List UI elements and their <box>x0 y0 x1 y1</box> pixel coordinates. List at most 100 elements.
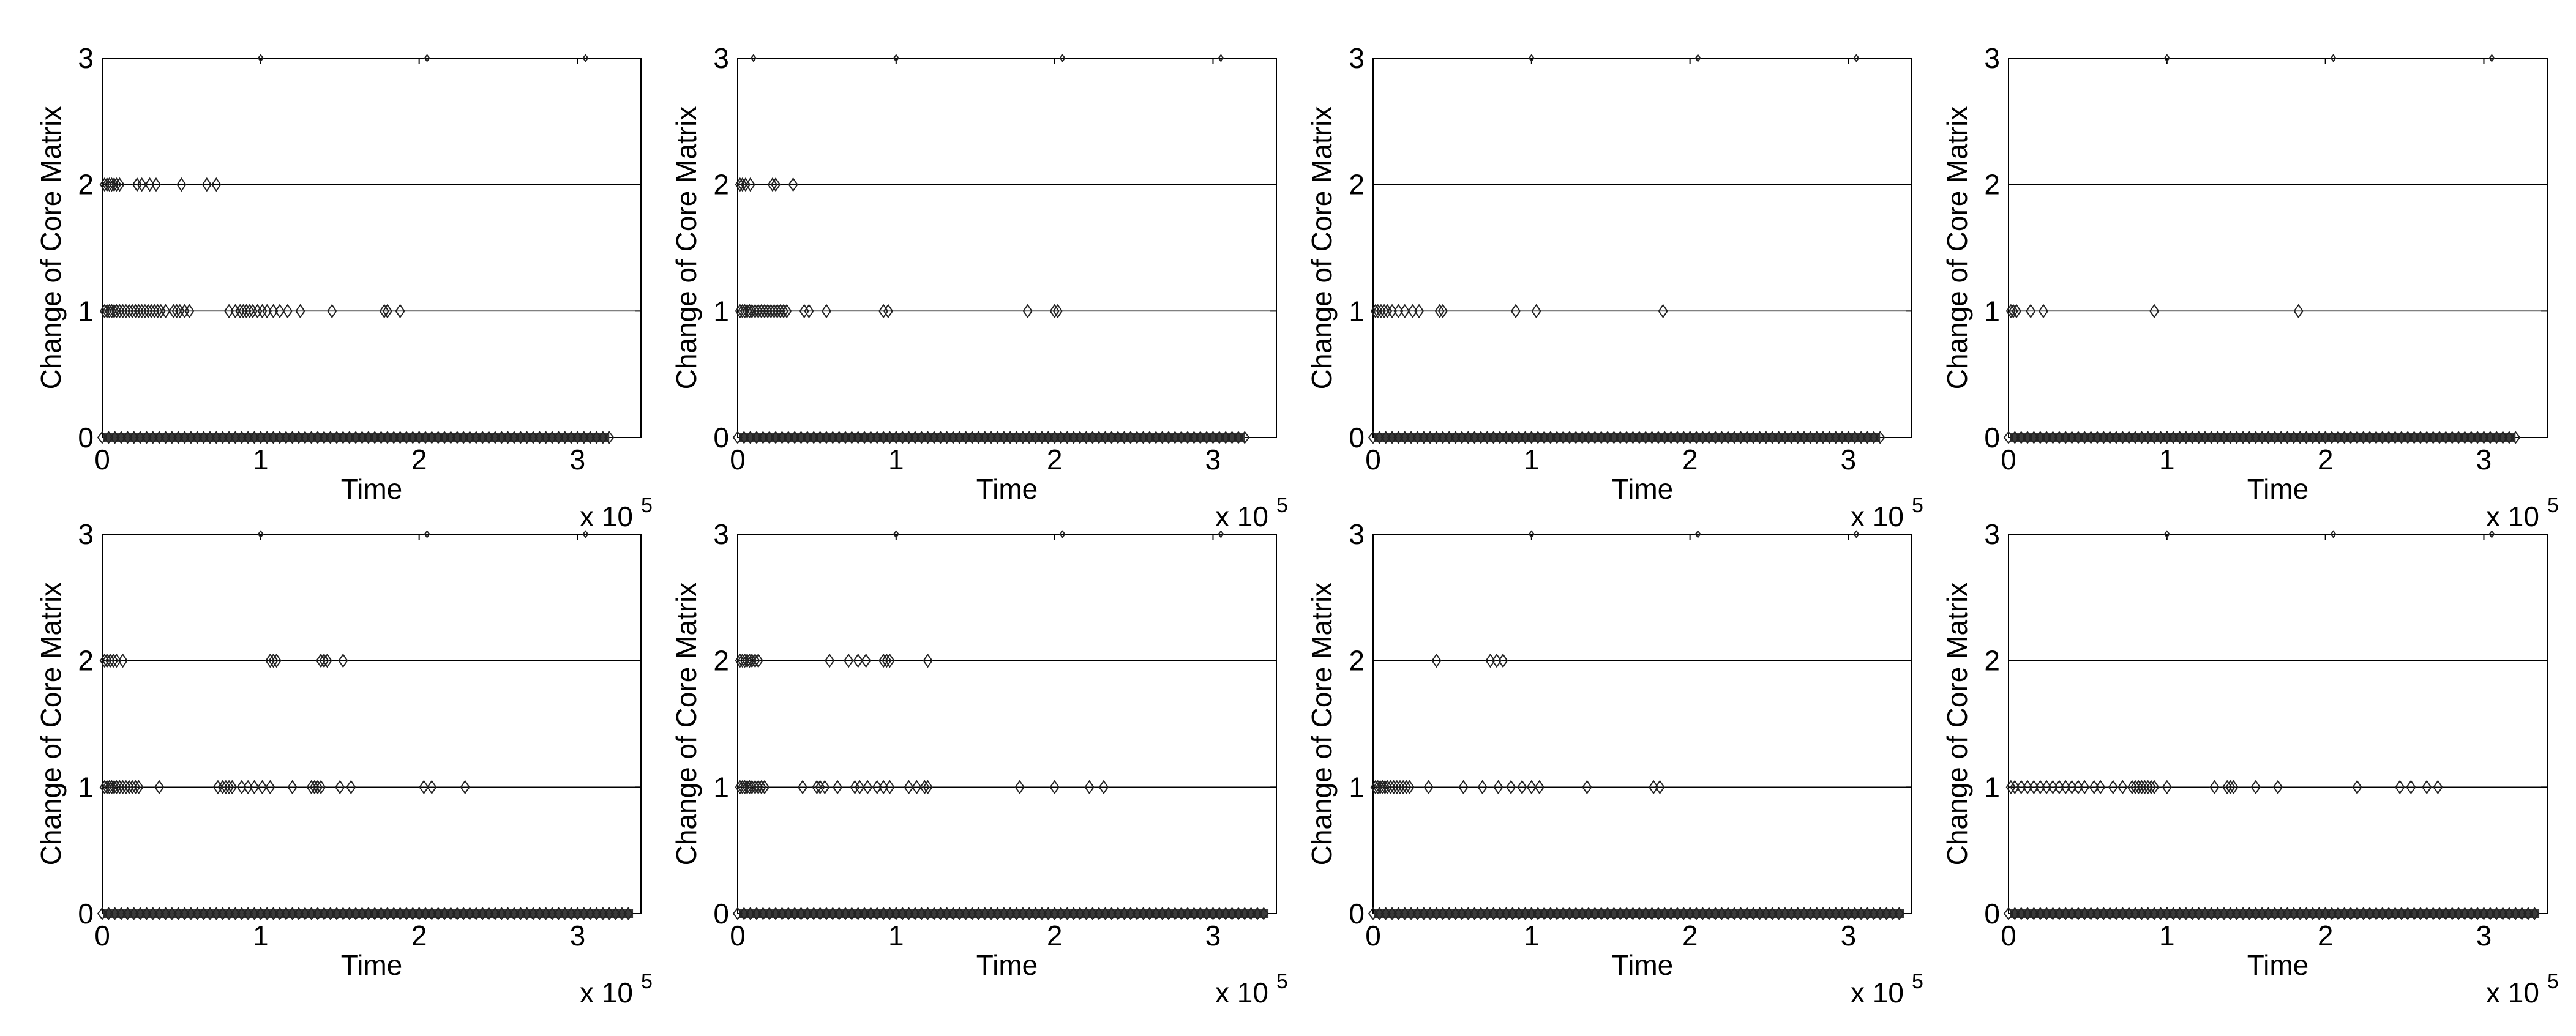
data-point <box>1370 780 1381 795</box>
x-tick-label: 0 <box>730 920 746 952</box>
data-point <box>623 907 634 920</box>
data-point <box>395 304 405 319</box>
y-axis-label: Change of Core Matrix <box>1941 106 1973 390</box>
x-multiplier-exponent: 5 <box>1276 494 1288 517</box>
series-zero-band <box>1368 907 1904 920</box>
series-level-3 <box>750 54 1224 62</box>
plot-area <box>737 58 1277 438</box>
data-point <box>2005 780 2016 795</box>
x-tick-label: 1 <box>253 444 269 475</box>
data-point <box>832 780 843 795</box>
series-level-1 <box>1370 780 1665 795</box>
data-point <box>861 653 871 668</box>
data-point <box>923 653 933 668</box>
data-point <box>271 653 282 668</box>
x-axis-label: Time <box>2247 473 2309 505</box>
series-level-2 <box>99 177 222 192</box>
data-point <box>244 304 255 319</box>
data-point <box>904 780 914 795</box>
data-point <box>223 780 234 795</box>
x-axis-label: Time <box>2247 949 2309 981</box>
zero-band-fill <box>739 433 1245 442</box>
data-point <box>1437 304 1448 319</box>
data-point <box>295 304 305 319</box>
x-tick-label: 0 <box>2001 920 2016 952</box>
series-level-2 <box>1431 653 1508 668</box>
data-point <box>893 54 900 62</box>
y-tick-label: 2 <box>1349 169 1365 201</box>
data-point <box>1498 653 1508 668</box>
y-tick-label: 0 <box>713 422 729 453</box>
y-tick-label: 3 <box>78 518 94 550</box>
plot-area <box>102 58 642 438</box>
data-point <box>742 780 752 795</box>
data-point <box>99 304 110 319</box>
data-point <box>2146 780 2157 795</box>
x-tick-label: 2 <box>1682 920 1698 952</box>
y-tick-label: 1 <box>1349 771 1365 803</box>
data-point <box>604 431 615 444</box>
data-point <box>1375 780 1385 795</box>
data-point <box>750 54 757 62</box>
series-zero-band <box>732 907 1269 920</box>
data-point <box>1218 54 1224 62</box>
data-point <box>1853 54 1860 62</box>
data-point <box>2080 780 2090 795</box>
data-point <box>1477 780 1488 795</box>
data-point <box>582 54 589 62</box>
data-point <box>778 304 789 319</box>
series-level-1 <box>735 304 1063 319</box>
x-tick-label: 3 <box>1205 920 1221 952</box>
x-multiplier-exponent: 5 <box>1912 494 1923 517</box>
series-zero-band <box>2003 431 2521 444</box>
data-point <box>885 653 895 668</box>
y-axis-label: Change of Core Matrix <box>1941 583 1973 866</box>
data-point <box>1399 304 1410 319</box>
x-tick-label: 2 <box>2318 444 2334 475</box>
data-point <box>249 780 260 795</box>
series-zero-band <box>97 431 615 444</box>
data-point <box>735 780 746 795</box>
data-point <box>152 304 163 319</box>
x-tick-label: 2 <box>411 444 427 475</box>
data-point <box>1382 304 1393 319</box>
data-point <box>133 780 144 795</box>
data-point <box>1894 907 1904 920</box>
data-point <box>812 780 822 795</box>
data-point <box>2108 780 2119 795</box>
data-point <box>315 780 326 795</box>
data-point <box>745 177 755 192</box>
subplot-3: 0 1 2 3 0 1 2 3 Time Change of Core Matrix x 10 5 <box>1306 42 1923 532</box>
data-point <box>1505 780 1516 795</box>
series-level-1 <box>2005 304 2304 319</box>
data-point <box>107 177 117 192</box>
plot-area <box>737 534 1277 914</box>
data-point <box>107 304 117 319</box>
y-axis-label: Change of Core Matrix <box>670 106 702 390</box>
data-point <box>265 780 275 795</box>
series-zero-band <box>1368 431 1885 444</box>
data-point <box>782 304 792 319</box>
x-tick-label: 0 <box>1365 920 1381 952</box>
data-point <box>2293 304 2304 319</box>
data-point <box>2149 780 2160 795</box>
y-tick-label: 3 <box>1984 42 2000 74</box>
data-point <box>883 304 894 319</box>
data-point <box>102 177 112 192</box>
x-tick-label: 1 <box>888 444 904 475</box>
data-point <box>1084 780 1095 795</box>
plot-area <box>2008 534 2548 914</box>
series-level-3 <box>1528 530 1860 538</box>
data-point <box>821 304 832 319</box>
data-point <box>102 780 112 795</box>
data-point <box>912 780 922 795</box>
data-point <box>753 653 763 668</box>
x-multiplier-label: x 10 <box>580 501 633 532</box>
data-point <box>2433 780 2443 795</box>
data-point <box>179 304 190 319</box>
data-point <box>2026 304 2036 319</box>
data-point <box>788 177 798 192</box>
data-point <box>815 780 825 795</box>
data-point <box>582 530 589 538</box>
